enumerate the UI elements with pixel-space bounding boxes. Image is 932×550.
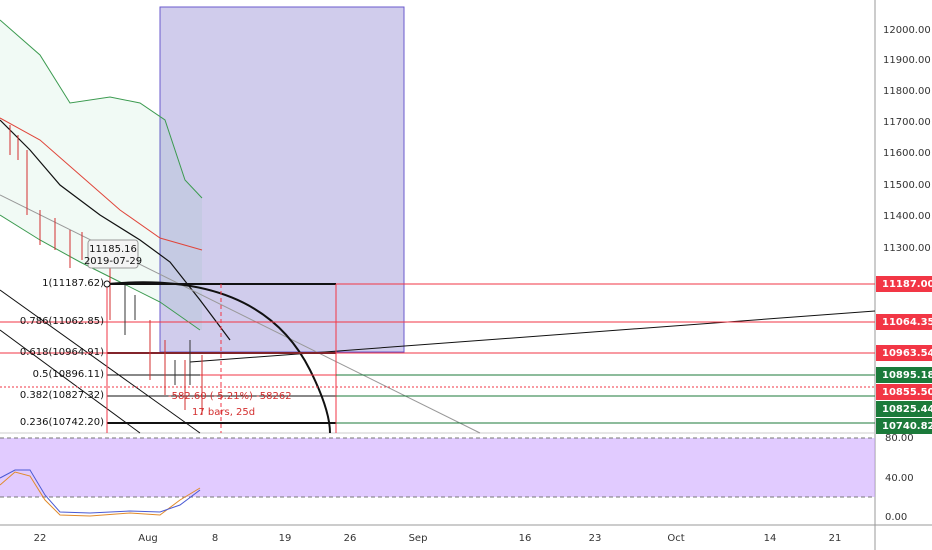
red-ma	[0, 117, 203, 251]
price-tick-label: 11700.00	[883, 117, 931, 128]
trendline	[0, 329, 141, 434]
level-lines	[0, 283, 875, 433]
fib-label: 0.382(10827.32)	[20, 390, 104, 401]
price-tick-label: 11900.00	[883, 55, 931, 66]
time-tick-label: 8	[212, 533, 218, 544]
price-tick-label: 11500.00	[883, 180, 931, 191]
time-tick-label: Sep	[409, 533, 428, 544]
time-tick-label: 26	[344, 533, 357, 544]
lower-band	[0, 214, 201, 331]
tooltip-price: 11185.16	[89, 244, 137, 255]
fib-label: 0.618(10964.91)	[20, 347, 104, 358]
time-tick-label: 23	[589, 533, 602, 544]
candles	[9, 125, 203, 415]
fib-label: 1(11187.62)	[42, 278, 104, 289]
osc-zone	[0, 438, 875, 497]
price-level-label: 10895.18	[882, 370, 932, 381]
price-level-tag	[876, 276, 932, 292]
time-tick-label: Aug	[138, 533, 158, 544]
price-level-label: 10825.44	[882, 404, 932, 415]
time-tick-label: 19	[279, 533, 292, 544]
osc-tick-label: 40.00	[885, 473, 914, 484]
time-tick-label: 16	[519, 533, 532, 544]
price-level-tag	[876, 314, 932, 330]
price-level-label: 11064.35	[882, 317, 932, 328]
price-level-tag	[876, 367, 932, 383]
osc-k	[0, 471, 201, 517]
anchor-point	[103, 280, 111, 288]
price-tick-label: 11800.00	[883, 86, 931, 97]
price-level-label: 11187.00	[882, 279, 932, 290]
time-tick-label: Oct	[667, 533, 684, 544]
band-fill	[0, 20, 202, 330]
time-tick-label: 22	[34, 533, 47, 544]
fib-label: 0.5(10896.11)	[33, 369, 105, 380]
price-level-label: 10963.54	[882, 348, 932, 359]
tooltip-box	[87, 239, 139, 269]
green-levels	[336, 374, 875, 424]
price-tick-label: 11600.00	[883, 148, 931, 159]
price-tick-label: 12000.00	[883, 25, 931, 36]
candles-up	[124, 285, 191, 385]
osc-tick-label: 0.00	[885, 512, 907, 523]
time-tick-label: 21	[829, 533, 842, 544]
price-level-tag	[876, 401, 932, 417]
upper-band	[0, 19, 203, 199]
osc-d	[0, 469, 201, 514]
time-tick-label: 14	[764, 533, 777, 544]
fib-label: 0.236(10742.20)	[20, 417, 104, 428]
price-level-tag	[876, 345, 932, 361]
osc-tick-label: 80.00	[885, 433, 914, 444]
measure-change: -582.60 (-5.21%) -58262	[168, 391, 292, 402]
fib-label: 0.786(11062.85)	[20, 316, 104, 327]
tooltip-date: 2019-07-29	[84, 256, 142, 267]
price-level-tag	[876, 418, 932, 434]
black-ma	[0, 119, 231, 341]
trendline	[0, 289, 201, 434]
price-tick-label: 11400.00	[883, 211, 931, 222]
measure-span: 17 bars, 25d	[192, 407, 255, 418]
price-level-tag	[876, 384, 932, 400]
trendline	[0, 194, 481, 434]
price-tick-label: 11300.00	[883, 243, 931, 254]
price-level-label: 10740.82	[882, 421, 932, 432]
price-level-label: 10855.50	[882, 387, 932, 398]
